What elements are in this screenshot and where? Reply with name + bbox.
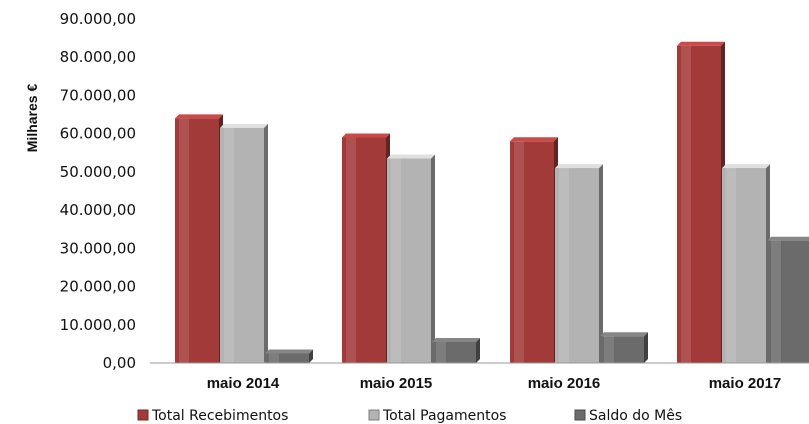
y-tick-label: 50.000,00 — [60, 163, 136, 181]
bars — [175, 41, 809, 363]
x-category-label: maio 2017 — [709, 375, 782, 392]
bar — [510, 137, 558, 363]
legend-item: Total Recebimentos — [137, 408, 288, 424]
y-tick-label: 90.000,00 — [60, 10, 136, 28]
bar — [220, 123, 268, 363]
bar — [722, 164, 770, 363]
bar — [387, 154, 435, 363]
y-axis-label: Milhares € — [24, 84, 40, 153]
legend-label: Total Pagamentos — [382, 408, 506, 424]
y-tick-label: 0,00 — [103, 354, 136, 372]
bar — [432, 337, 480, 363]
y-tick-label: 80.000,00 — [60, 48, 136, 66]
legend-label: Saldo do Mês — [589, 408, 682, 424]
y-tick-label: 60.000,00 — [60, 125, 136, 143]
y-tick-label: 20.000,00 — [60, 278, 136, 296]
legend-label: Total Recebimentos — [151, 408, 288, 424]
x-axis-categories: maio 2014 maio 2015 maio 2016 maio 2017 — [207, 375, 782, 392]
bar — [175, 114, 223, 363]
y-axis-ticks: 0,00 10.000,00 20.000,00 30.000,00 40.000,00… — [60, 10, 136, 372]
x-category-label: maio 2016 — [528, 375, 601, 392]
legend-swatch — [368, 409, 380, 421]
legend-swatch — [137, 409, 149, 421]
legend-swatch — [574, 409, 586, 421]
bar — [342, 133, 390, 363]
y-tick-label: 30.000,00 — [60, 239, 136, 257]
x-category-label: maio 2014 — [207, 375, 280, 392]
y-tick-label: 10.000,00 — [60, 316, 136, 334]
bar — [265, 349, 313, 363]
bar — [767, 236, 809, 363]
bar — [555, 164, 603, 363]
legend-item: Total Pagamentos — [368, 408, 506, 424]
x-category-label: maio 2015 — [360, 375, 433, 392]
legend: Total Recebimentos Total Pagamentos Saldo … — [137, 408, 682, 424]
bar — [677, 41, 725, 363]
legend-item: Saldo do Mês — [574, 408, 682, 424]
y-tick-label: 40.000,00 — [60, 201, 136, 219]
y-tick-label: 70.000,00 — [60, 86, 136, 104]
bar — [600, 332, 648, 363]
